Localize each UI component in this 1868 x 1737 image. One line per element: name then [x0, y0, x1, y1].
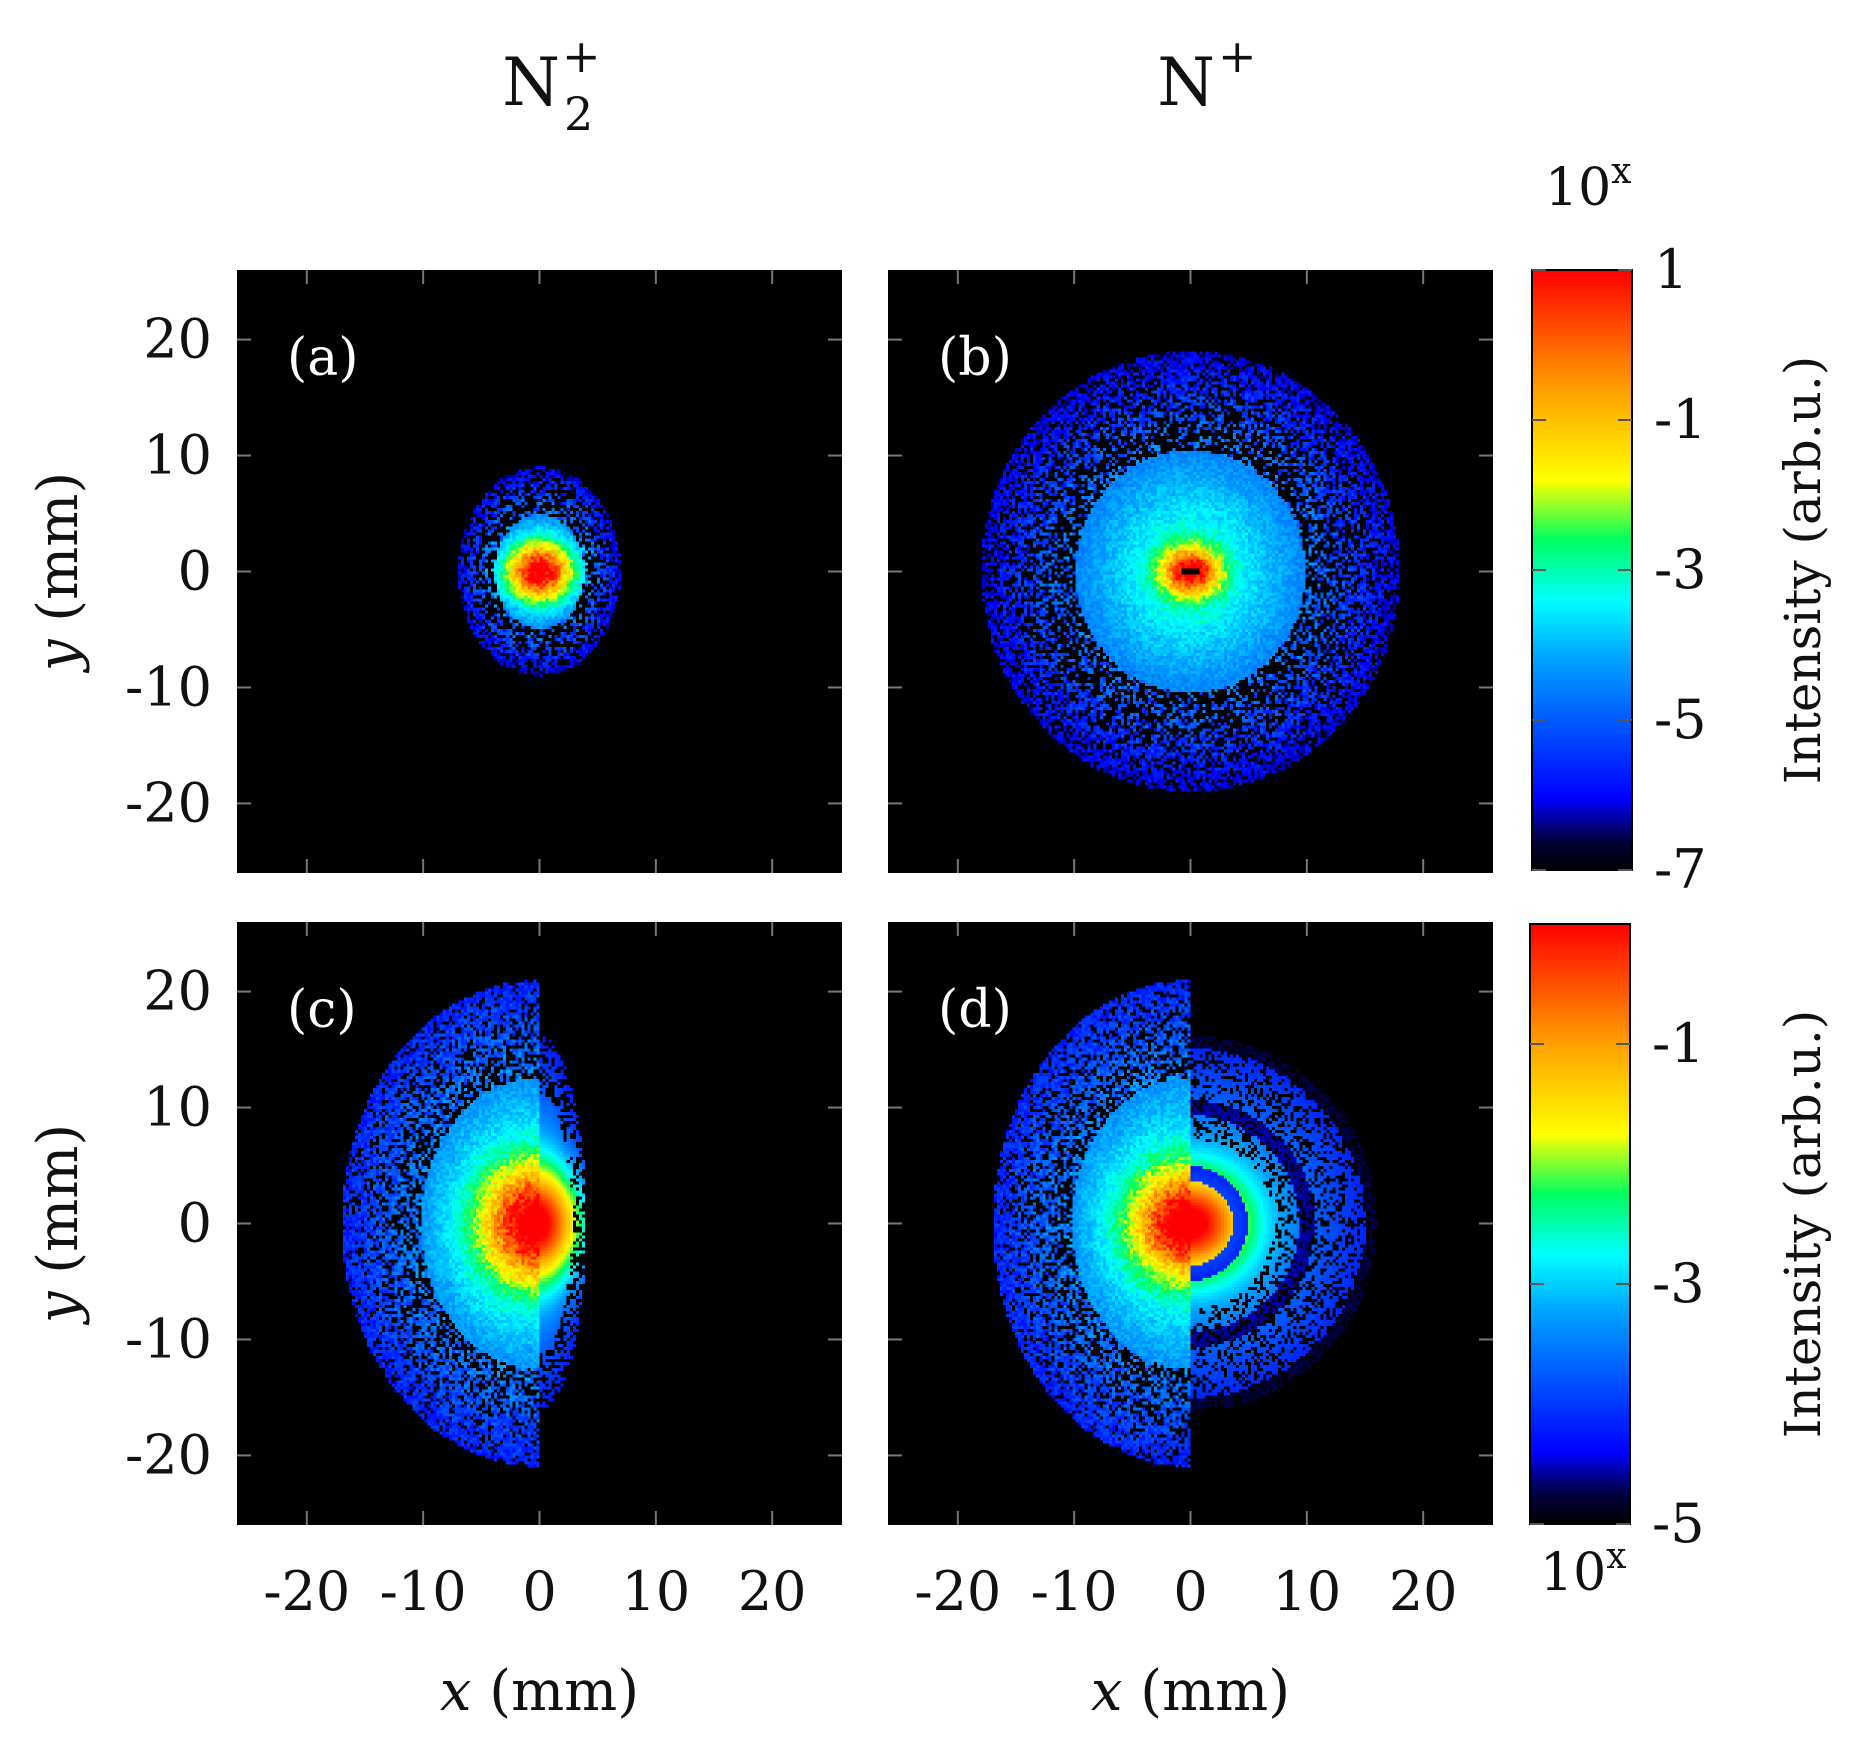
x-tick-label: -10	[380, 1560, 467, 1623]
x-tick-label: -20	[914, 1560, 1001, 1623]
y-tick-label: 20	[143, 308, 212, 371]
colorbar-tick-label: -1	[1652, 1012, 1705, 1075]
column-title-right: N	[1157, 44, 1215, 121]
panel-label: (a)	[287, 328, 359, 388]
heatmap-image	[237, 270, 842, 873]
colorbar-top-exponent-base: 10	[1545, 158, 1611, 218]
colorbar-top: 10x 1 -1 -3 -5 -7 Intensity (arb.u.)	[1531, 151, 1832, 901]
panel-label: (d)	[938, 980, 1012, 1040]
column-title-right-sup: +	[1218, 29, 1257, 83]
colorbar-bottom-exponent-sup: x	[1606, 1536, 1626, 1577]
y-axis-unit: (mm)	[26, 1124, 91, 1274]
x-axis-var: x	[1091, 1659, 1140, 1724]
column-title-right-base: N	[1157, 44, 1215, 121]
y-axis-var: y	[26, 1274, 91, 1326]
y-tick-label: -20	[125, 771, 212, 834]
y-axis-unit: (mm)	[26, 472, 91, 622]
colorbar-top-exponent: 10x	[1545, 151, 1631, 218]
colorbar-tick-label: -1	[1654, 388, 1707, 451]
heatmap-image	[888, 270, 1493, 873]
y-tick-label: 10	[143, 424, 212, 487]
x-axis-label: x (mm)	[440, 1659, 639, 1724]
panels: (a) -20 -10 0 10 20 y (mm) (b) (c) -20 -10 0 10 20 y (…	[26, 270, 1493, 1724]
x-tick-label: 10	[1272, 1560, 1341, 1623]
y-tick-label: -10	[125, 1307, 212, 1370]
panel-label: (b)	[938, 328, 1012, 388]
colorbar-bottom-exponent-base: 10	[1540, 1543, 1606, 1603]
x-tick-label: -20	[263, 1560, 350, 1623]
y-tick-label: 10	[143, 1076, 212, 1139]
x-tick-label: 20	[738, 1560, 807, 1623]
x-tick-label: 0	[1173, 1560, 1207, 1623]
x-axis-label: x (mm)	[1091, 1659, 1290, 1724]
y-tick-label: -20	[125, 1423, 212, 1486]
y-axis-label: y (mm)	[26, 1124, 91, 1326]
y-axis-label: y (mm)	[26, 472, 91, 674]
colorbar-bottom: -1 -3 -5 Intensity (arb.u.) 10x	[1529, 923, 1832, 1603]
heatmap-image	[888, 922, 1493, 1525]
x-axis-var: x	[440, 1659, 489, 1724]
x-tick-label: -10	[1031, 1560, 1118, 1623]
colorbar-bottom-exponent: 10x	[1540, 1536, 1626, 1603]
panel-d: (d) -20 -10 0 10 20 x (mm)	[888, 922, 1493, 1724]
y-axis-var: y	[26, 622, 91, 674]
colorbar-bottom-ticks: -1 -3 -5	[1530, 1012, 1705, 1555]
column-title-left-sub: 2	[564, 87, 593, 141]
column-title-left: N	[502, 44, 560, 121]
colorbar-bottom-label: Intensity (arb.u.)	[1774, 1010, 1832, 1438]
y-tick-label: 0	[178, 540, 212, 603]
column-title-left-sup: +	[562, 29, 601, 83]
heatmap-image	[237, 922, 842, 1525]
x-tick-label: 20	[1389, 1560, 1458, 1623]
colorbar-bottom-gradient	[1529, 923, 1631, 1525]
x-axis-unit: (mm)	[1140, 1659, 1290, 1724]
colorbar-tick-label: -5	[1652, 1492, 1705, 1555]
colorbar-tick-label: -3	[1654, 538, 1707, 601]
panel-b: (b)	[888, 270, 1493, 873]
colorbar-tick-label: -5	[1654, 688, 1707, 751]
y-tick-label: 20	[143, 960, 212, 1023]
x-axis-unit: (mm)	[489, 1659, 639, 1724]
colorbar-tick-label: -7	[1654, 838, 1707, 901]
colorbar-tick-label: 1	[1654, 238, 1688, 301]
panel-c: (c) -20 -10 0 10 20 y (mm) -20 -10 0 10 20 x (mm)	[26, 922, 842, 1724]
y-tick-label: 0	[178, 1192, 212, 1255]
x-tick-label: 10	[621, 1560, 690, 1623]
colorbar-top-label: Intensity (arb.u.)	[1774, 356, 1832, 784]
panel-label: (c)	[287, 980, 357, 1040]
colorbar-tick-label: -3	[1652, 1252, 1705, 1315]
colorbar-top-exponent-sup: x	[1611, 151, 1631, 192]
panel-a: (a) -20 -10 0 10 20 y (mm)	[26, 270, 842, 873]
y-tick-label: -10	[125, 655, 212, 718]
colorbar-top-ticks: 1 -1 -3 -5 -7	[1532, 238, 1707, 901]
column-title-left-base: N	[502, 44, 560, 121]
x-tick-label: 0	[522, 1560, 556, 1623]
colorbar-top-gradient	[1531, 269, 1633, 871]
